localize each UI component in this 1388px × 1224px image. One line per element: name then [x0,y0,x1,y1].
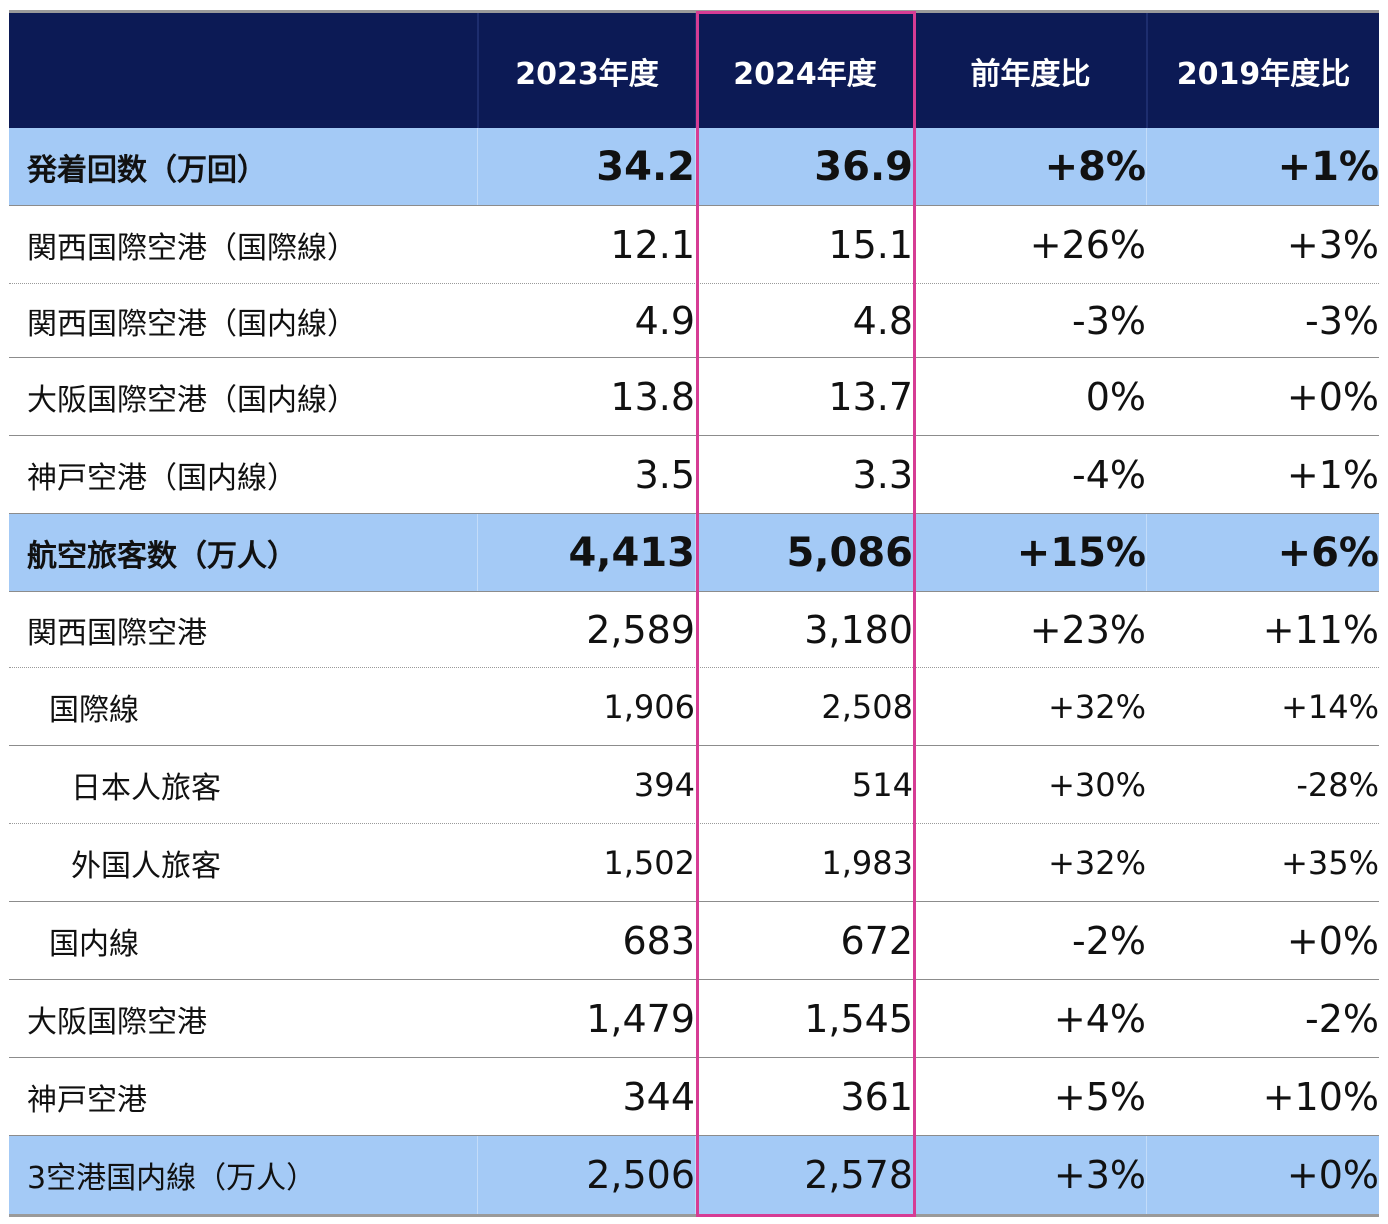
row-label: 外国人旅客 [71,848,221,884]
row-label: 発着回数（万回） [27,152,267,188]
value-fy2023: 2,589 [586,607,695,652]
row-label: 国内線 [49,926,139,962]
table-row: 関西国際空港（国内線） 4.9 4.8 -3% -3% [9,284,1379,358]
value-fy2023: 1,479 [586,996,695,1041]
table-row: 国際線 1,906 2,508 +32% +14% [9,668,1379,746]
row-label: 神戸空港（国内線） [27,460,297,496]
value-yoy: +5% [1053,1074,1146,1119]
value-yoy: +3% [913,1136,1146,1214]
value-vs-2019: +0% [1286,918,1379,963]
value-yoy: +32% [1048,687,1146,726]
table-row: 日本人旅客 394 514 +30% -28% [9,746,1379,824]
table-top-rule [9,10,1379,13]
value-fy2024: 1,545 [804,996,913,1041]
value-fy2023: 12.1 [610,222,695,267]
value-yoy: +26% [1029,222,1146,267]
value-vs-2019: +10% [1262,1074,1379,1119]
header-yoy: 前年度比 [913,13,1146,128]
value-fy2024: 3,180 [804,607,913,652]
value-yoy: +23% [1029,607,1146,652]
value-yoy: -2% [1072,918,1146,963]
value-vs-2019: +1% [1146,128,1379,205]
value-fy2024: 672 [840,918,913,963]
row-label: 大阪国際空港 [27,1004,207,1040]
table-row: 関西国際空港（国際線） 12.1 15.1 +26% +3% [9,206,1379,284]
value-yoy: +15% [913,514,1146,591]
value-fy2024: 13.7 [828,374,913,419]
row-label: 航空旅客数（万人） [27,538,297,574]
row-label: 関西国際空港（国際線） [27,230,357,266]
value-fy2024: 361 [840,1074,913,1119]
row-label: 関西国際空港 [27,615,207,651]
value-vs-2019: +1% [1286,452,1379,497]
table-row: 神戸空港（国内線） 3.5 3.3 -4% +1% [9,436,1379,514]
table-row: 神戸空港 344 361 +5% +10% [9,1058,1379,1136]
value-vs-2019: +3% [1286,222,1379,267]
value-fy2023: 2,506 [477,1136,695,1214]
row-label: 大阪国際空港（国内線） [27,382,357,418]
table-row: 関西国際空港 2,589 3,180 +23% +11% [9,592,1379,668]
value-yoy: -3% [1072,298,1146,343]
value-yoy: 0% [1085,374,1146,419]
value-fy2023: 4,413 [477,514,695,591]
value-fy2023: 1,502 [603,843,695,882]
value-vs-2019: -2% [1305,996,1379,1041]
value-fy2023: 344 [622,1074,695,1119]
header-fy2023: 2023年度 [477,13,695,128]
value-vs-2019: +0% [1146,1136,1379,1214]
table-row: 大阪国際空港 1,479 1,545 +4% -2% [9,980,1379,1058]
section-row-flights: 発着回数（万回） 34.2 36.9 +8% +1% [9,128,1379,206]
value-vs-2019: +11% [1262,607,1379,652]
row-label: 神戸空港 [27,1082,147,1118]
header-fy2024: 2024年度 [695,13,913,128]
value-vs-2019: +0% [1286,374,1379,419]
value-vs-2019: +14% [1281,687,1379,726]
row-label: 国際線 [49,692,139,728]
value-yoy: +4% [1053,996,1146,1041]
value-fy2024: 2,578 [695,1136,913,1214]
header-vs-2019: 2019年度比 [1146,13,1379,128]
value-fy2024: 3.3 [852,452,913,497]
summary-row-domestic: 3空港国内線（万人） 2,506 2,578 +3% +0% [9,1136,1379,1214]
value-yoy: -4% [1072,452,1146,497]
value-fy2023: 13.8 [610,374,695,419]
value-fy2023: 34.2 [477,128,695,205]
row-label: 日本人旅客 [71,770,221,806]
value-fy2024: 4.8 [852,298,913,343]
value-yoy: +32% [1048,843,1146,882]
header-label-column [9,13,477,128]
value-fy2024: 15.1 [828,222,913,267]
value-vs-2019: +35% [1281,843,1379,882]
value-fy2023: 3.5 [634,452,695,497]
value-fy2023: 4.9 [634,298,695,343]
value-fy2024: 5,086 [695,514,913,591]
table-row: 大阪国際空港（国内線） 13.8 13.7 0% +0% [9,358,1379,436]
value-fy2023: 1,906 [603,687,695,726]
value-vs-2019: +6% [1146,514,1379,591]
value-yoy: +8% [913,128,1146,205]
table-bottom-rule [9,1214,1379,1217]
value-yoy: +30% [1048,765,1146,804]
table-row: 国内線 683 672 -2% +0% [9,902,1379,980]
table-row: 外国人旅客 1,502 1,983 +32% +35% [9,824,1379,902]
value-fy2023: 394 [633,765,695,804]
value-fy2024: 36.9 [695,128,913,205]
section-row-passengers: 航空旅客数（万人） 4,413 5,086 +15% +6% [9,514,1379,592]
table-header-row: 2023年度 2024年度 前年度比 2019年度比 [9,13,1379,128]
row-label: 関西国際空港（国内線） [27,306,357,342]
value-fy2024: 2,508 [821,687,913,726]
value-vs-2019: -3% [1305,298,1379,343]
row-label: 3空港国内線（万人） [27,1161,317,1196]
value-fy2023: 683 [622,918,695,963]
value-fy2024: 1,983 [821,843,913,882]
value-vs-2019: -28% [1296,765,1379,804]
value-fy2024: 514 [851,765,913,804]
